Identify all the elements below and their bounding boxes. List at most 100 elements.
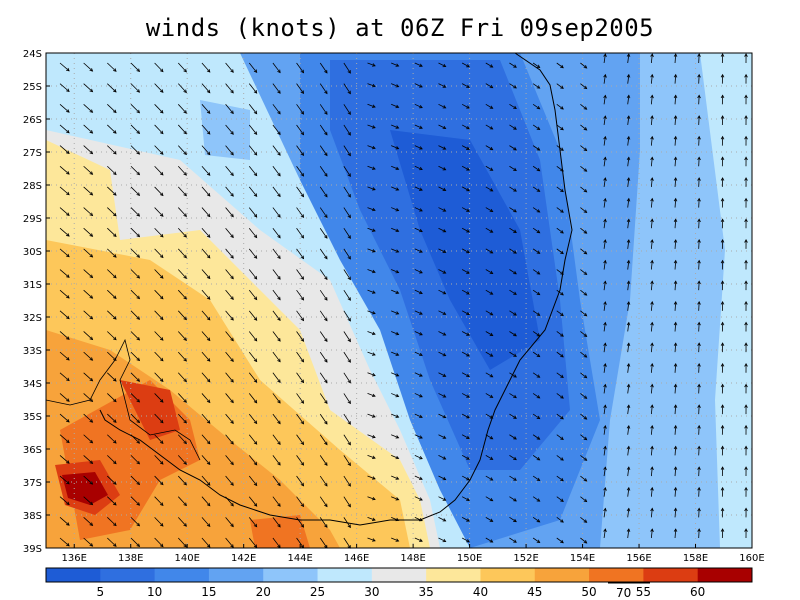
wind-arrow [626, 383, 631, 394]
colorbar-label: 55 [636, 585, 651, 599]
wind-arrow [509, 351, 517, 357]
wind-arrow [367, 145, 376, 150]
wind-arrow [414, 475, 423, 480]
wind-arrow [720, 259, 725, 270]
wind-arrow [509, 207, 517, 213]
colorbar-label: 45 [527, 585, 542, 599]
wind-arrow [177, 455, 187, 465]
wind-arrow [391, 351, 400, 356]
wind-arrow [509, 393, 517, 399]
wind-arrow [532, 434, 541, 440]
wind-arrow [650, 383, 654, 394]
wind-arrow [485, 124, 494, 130]
wind-arrow [673, 115, 678, 125]
wind-arrow [461, 186, 470, 192]
wind-arrow [319, 496, 328, 508]
wind-arrow [272, 496, 281, 507]
wind-arrow [201, 351, 211, 362]
wind-arrow [83, 83, 94, 93]
wind-arrow [603, 73, 607, 84]
wind-arrow [391, 83, 400, 88]
wind-arrow [744, 528, 748, 539]
wind-arrow [201, 413, 211, 424]
wind-arrow [367, 165, 376, 170]
wind-arrow [603, 177, 607, 187]
wind-arrow [154, 496, 164, 506]
wind-arrow [272, 289, 281, 301]
wind-arrow [201, 104, 211, 114]
colorbar-swatch [100, 568, 156, 582]
wind-arrow [414, 269, 423, 274]
lat-label: 33S [23, 346, 42, 357]
wind-arrow [485, 207, 494, 213]
colorbar: 5 10 15 20 25 30 35 40 45 50 55 60 [45, 567, 753, 599]
wind-arrow [248, 413, 258, 425]
wind-arrow [177, 537, 187, 548]
wind-arrow [367, 186, 376, 191]
wind-arrow [177, 310, 187, 321]
wind-arrow [319, 62, 328, 74]
wind-arrow [414, 372, 423, 377]
lon-label: 138E [118, 553, 143, 564]
wind-arrow [225, 104, 234, 115]
wind-arrow [485, 62, 494, 68]
wind-arrow [391, 496, 400, 501]
wind-arrow [296, 372, 305, 384]
wind-arrow [296, 104, 305, 115]
wind-arrow [154, 310, 164, 321]
wind-arrow [414, 496, 423, 501]
wind-arrow [343, 413, 351, 425]
wind-arrow [580, 455, 588, 461]
wind-arrow [343, 186, 351, 198]
wind-arrow [697, 404, 701, 415]
wind-arrow [248, 289, 258, 301]
lat-label: 26S [23, 115, 42, 126]
wind-arrow [248, 517, 258, 528]
wind-arrow [580, 434, 588, 441]
wind-arrow [59, 496, 70, 506]
wind-arrow [248, 269, 258, 280]
wind-arrow [626, 197, 631, 208]
wind-arrow [154, 124, 164, 135]
wind-arrow [177, 289, 187, 300]
wind-arrow [580, 393, 588, 399]
wind-arrow [319, 269, 328, 281]
wind-arrow [391, 124, 400, 129]
wind-arrow [744, 507, 748, 518]
wind-arrow [225, 207, 234, 218]
wind-arrow [509, 186, 517, 192]
wind-arrow [343, 83, 351, 95]
wind-arrow [83, 434, 94, 444]
wind-arrow [461, 475, 470, 481]
wind-arrow [59, 104, 70, 113]
wind-arrow [296, 145, 305, 157]
wind-arrow [319, 104, 328, 115]
wind-arrow [673, 321, 678, 332]
wind-arrow [391, 310, 400, 315]
wind-arrow [248, 537, 258, 549]
colorbar-frame [45, 567, 753, 583]
wind-arrow [343, 227, 351, 239]
wind-arrow [673, 507, 678, 518]
wind-arrow [83, 351, 94, 361]
wind-arrow [509, 289, 517, 295]
wind-arrow [83, 248, 94, 258]
wind-arrow [107, 186, 117, 196]
wind-arrow [343, 207, 351, 219]
wind-arrow [626, 53, 631, 64]
wind-arrow [509, 475, 517, 481]
wind-arrow [720, 507, 725, 518]
wind-arrow [438, 145, 447, 150]
wind-arrow [177, 393, 187, 403]
wind-arrow [485, 496, 494, 502]
wind-arrow [673, 528, 678, 539]
wind-arrow [485, 310, 494, 316]
wind-arrow [603, 156, 607, 167]
wind-arrow [319, 124, 328, 136]
wind-arrow [461, 165, 470, 171]
wind-arrow [556, 83, 564, 89]
wind-arrow [744, 300, 748, 311]
wind-arrow [343, 434, 351, 446]
wind-arrow [414, 310, 423, 315]
wind-arrow [59, 413, 70, 423]
